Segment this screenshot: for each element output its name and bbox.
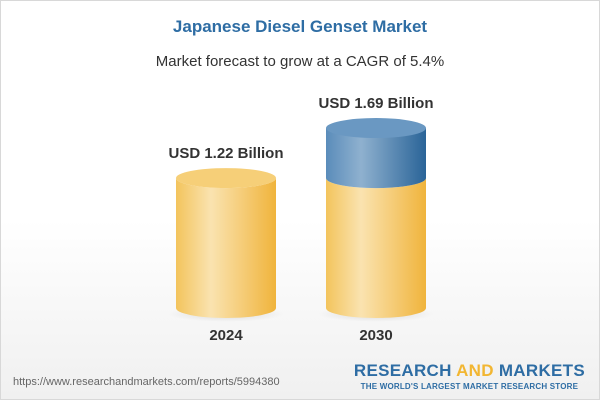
- category-label: 2030: [359, 327, 392, 344]
- chart-subtitle: Market forecast to grow at a CAGR of 5.4…: [155, 53, 445, 70]
- research-and-markets-logo: RESEARCH AND MARKETS THE WORLD'S LARGEST…: [353, 361, 585, 391]
- chart-title: Japanese Diesel Genset Market: [172, 17, 428, 36]
- category-label: 2024: [209, 327, 243, 344]
- bar-2024-base: [176, 178, 276, 318]
- data-label: USD 1.69 Billion: [318, 95, 433, 112]
- bar-top: [326, 118, 426, 139]
- bar-top: [176, 168, 276, 189]
- source-url[interactable]: https://www.researchandmarkets.com/repor…: [13, 376, 280, 388]
- data-label: USD 1.22 Billion: [168, 145, 283, 162]
- bar-2030-growth: [326, 128, 426, 189]
- bar-2030-base: [326, 178, 426, 318]
